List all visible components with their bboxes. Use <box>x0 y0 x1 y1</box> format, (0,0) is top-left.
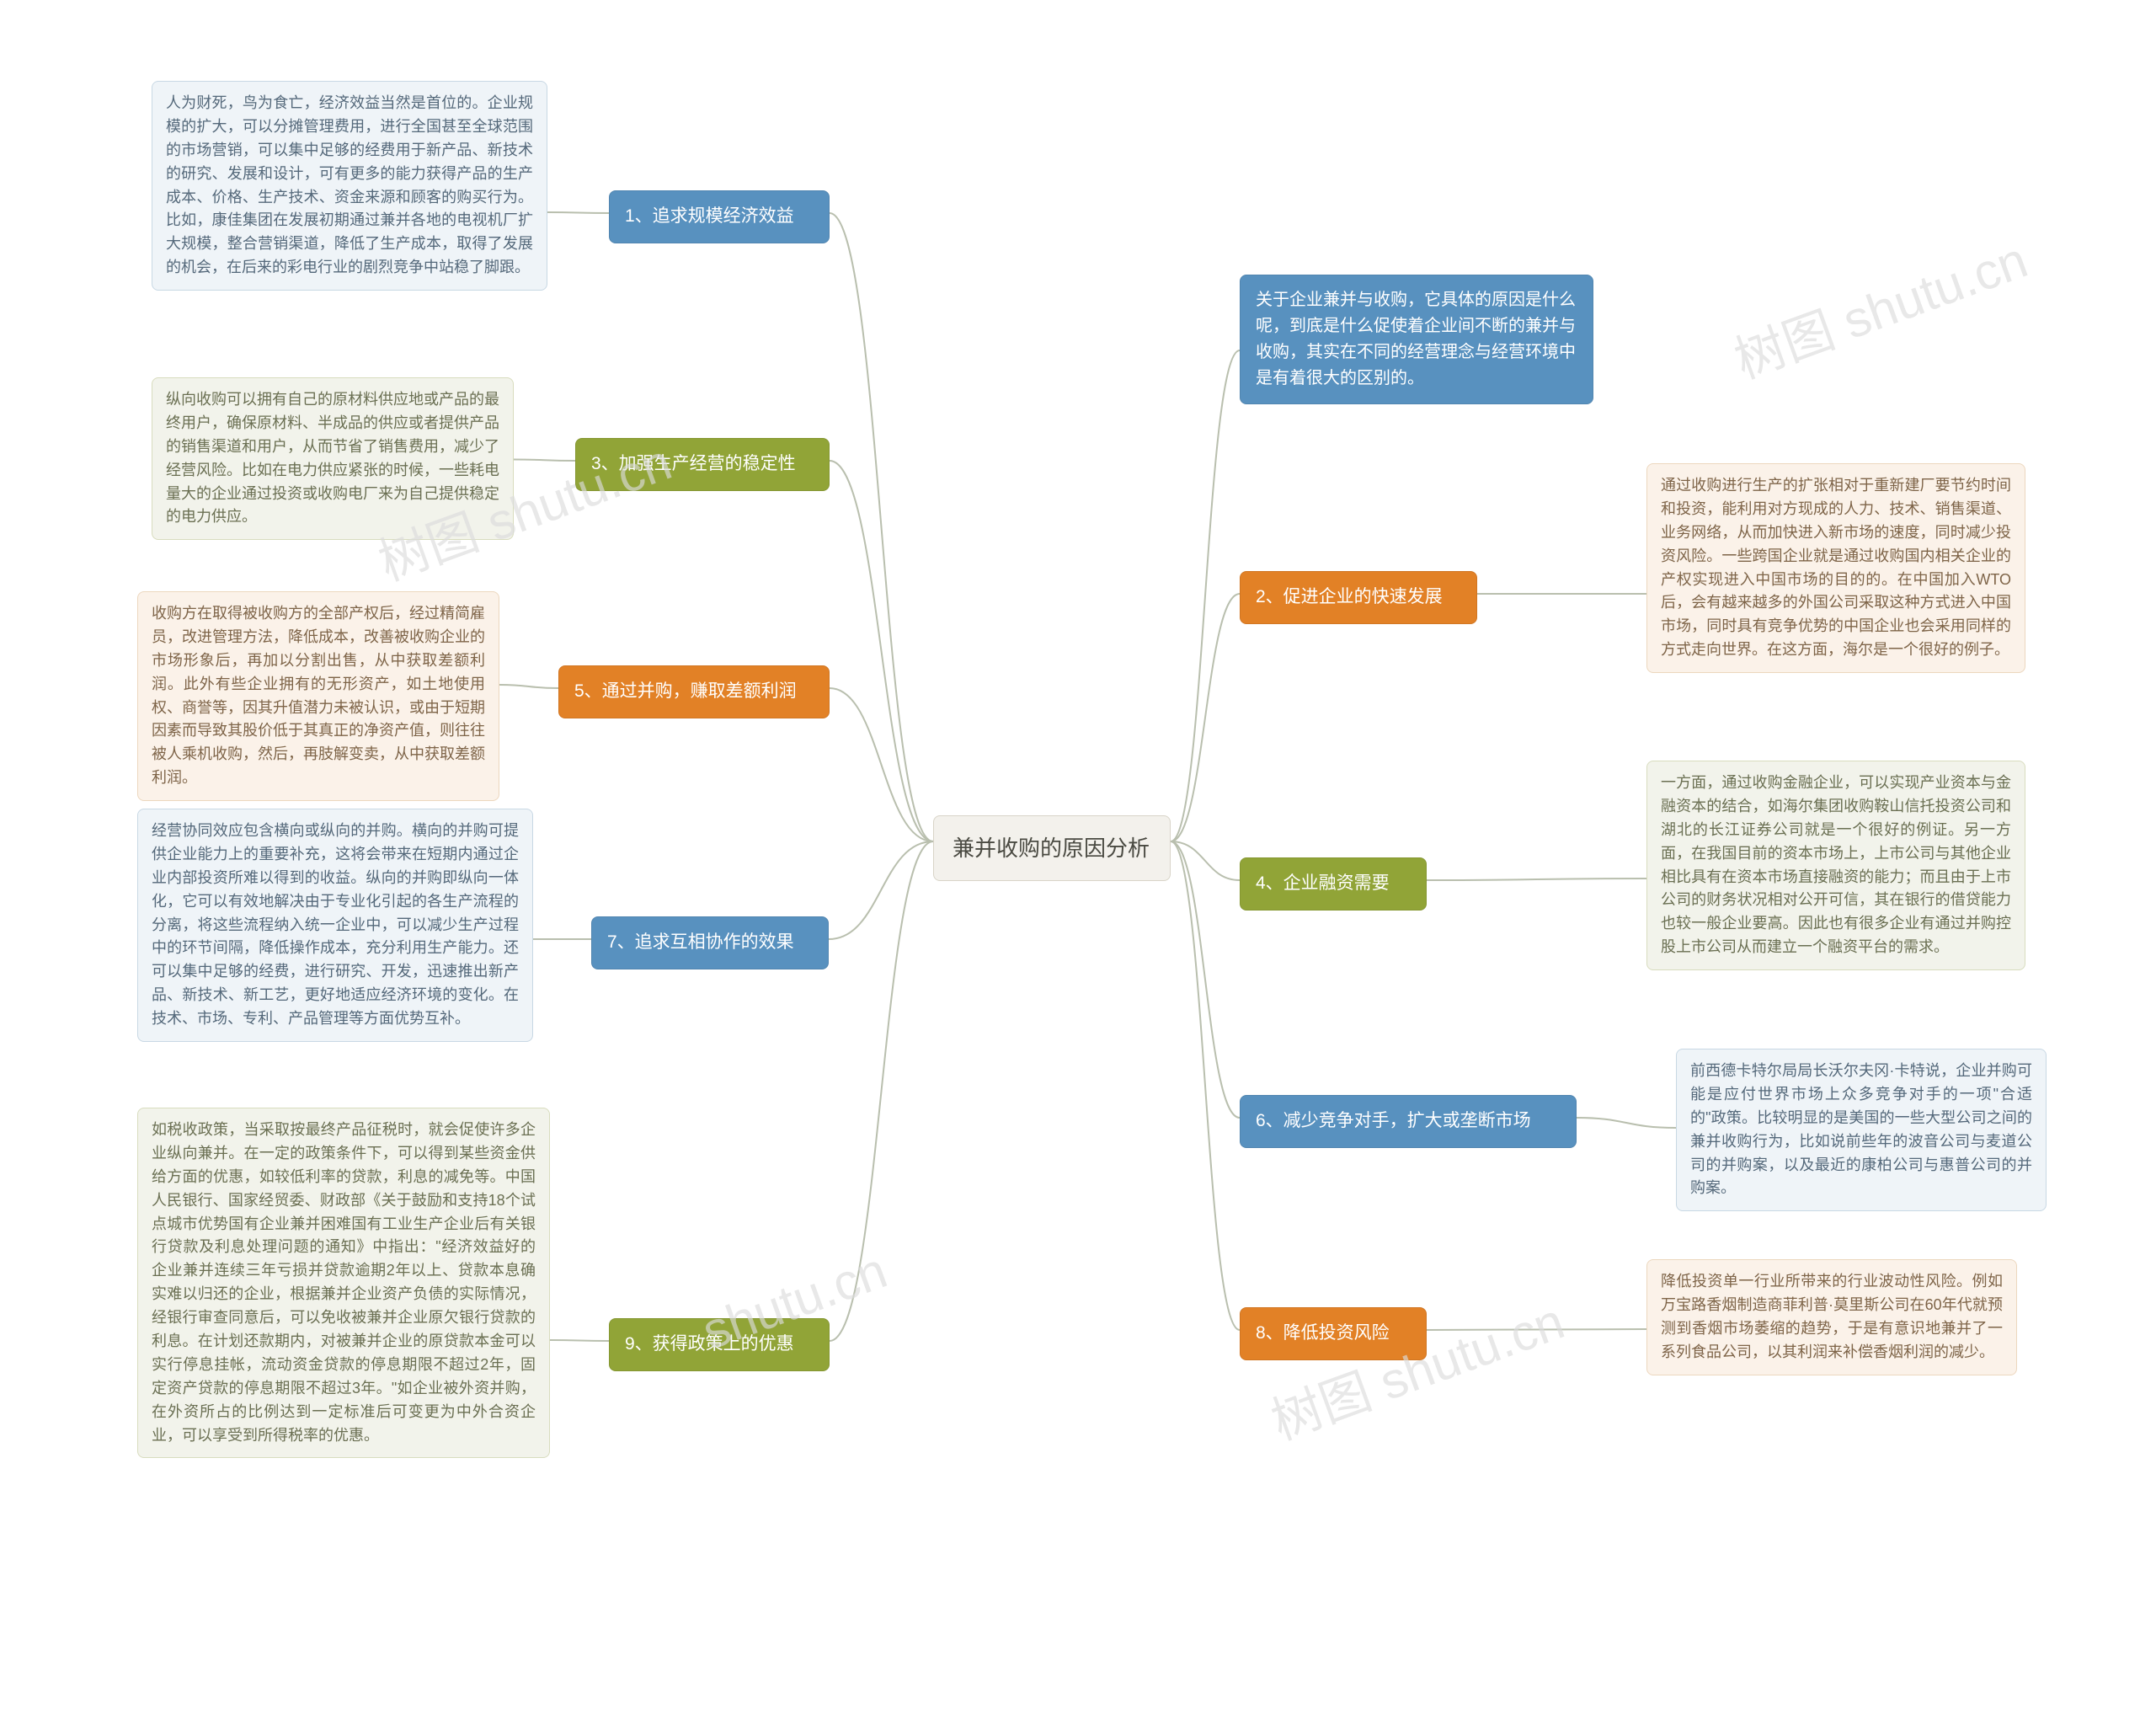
branch-node-b2[interactable]: 2、促进企业的快速发展 <box>1240 571 1477 624</box>
branch-node-b7[interactable]: 7、追求互相协作的效果 <box>591 916 829 969</box>
center-node[interactable]: 兼并收购的原因分析 <box>933 815 1171 881</box>
leaf-node-b8: 降低投资单一行业所带来的行业波动性风险。例如万宝路香烟制造商菲利普·莫里斯公司在… <box>1646 1259 2017 1375</box>
leaf-node-b7: 经营协同效应包含横向或纵向的并购。横向的并购可提供企业能力上的重要补充，这将会带… <box>137 809 533 1042</box>
branch-node-b4[interactable]: 4、企业融资需要 <box>1240 857 1427 911</box>
leaf-node-b1: 人为财死，鸟为食亡，经济效益当然是首位的。企业规模的扩大，可以分摊管理费用，进行… <box>152 81 547 291</box>
leaf-node-b2: 通过收购进行生产的扩张相对于重新建厂要节约时间和投资，能利用对方现成的人力、技术… <box>1646 463 2025 673</box>
leaf-node-b6: 前西德卡特尔局局长沃尔夫冈·卡特说，企业并购可能是应付世界市场上众多竞争对手的一… <box>1676 1049 2047 1211</box>
leaf-node-b9: 如税收政策，当采取按最终产品征税时，就会促使许多企业纵向兼并。在一定的政策条件下… <box>137 1108 550 1458</box>
branch-node-b5[interactable]: 5、通过并购，赚取差额利润 <box>558 665 830 718</box>
leaf-node-b5: 收购方在取得被收购方的全部产权后，经过精简雇员，改进管理方法，降低成本，改善被收… <box>137 591 499 801</box>
watermark: 树图 shutu.cn <box>1723 219 2036 393</box>
branch-node-b8[interactable]: 8、降低投资风险 <box>1240 1307 1427 1360</box>
branch-node-b6[interactable]: 6、减少竞争对手，扩大或垄断市场 <box>1240 1095 1577 1148</box>
branch-node-b1[interactable]: 1、追求规模经济效益 <box>609 190 830 243</box>
branch-node-b3[interactable]: 3、加强生产经营的稳定性 <box>575 438 830 491</box>
branch-node-b9[interactable]: 9、获得政策上的优惠 <box>609 1318 830 1371</box>
intro-node[interactable]: 关于企业兼并与收购，它具体的原因是什么呢，到底是什么促使着企业间不断的兼并与收购… <box>1240 275 1593 404</box>
leaf-node-b4: 一方面，通过收购金融企业，可以实现产业资本与金融资本的结合，如海尔集团收购鞍山信… <box>1646 761 2025 970</box>
leaf-node-b3: 纵向收购可以拥有自己的原材料供应地或产品的最终用户，确保原材料、半成品的供应或者… <box>152 377 514 540</box>
